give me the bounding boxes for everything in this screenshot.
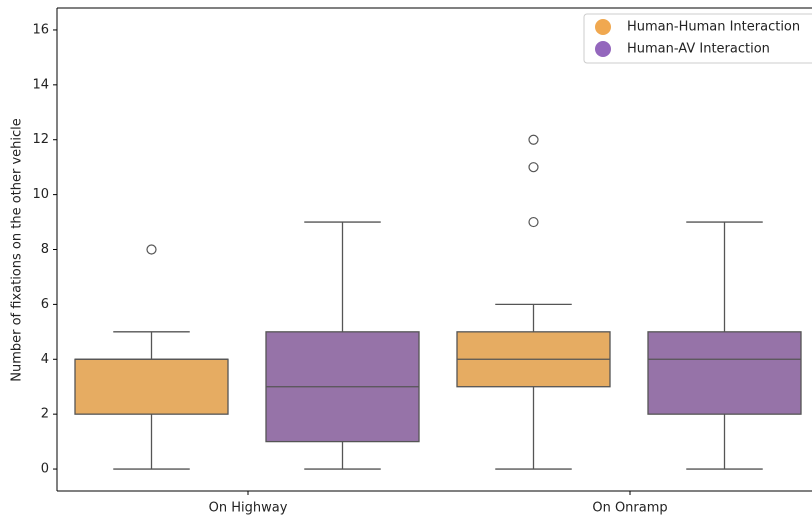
y-tick-label: 0 <box>41 462 49 477</box>
legend-label: Human-Human Interaction <box>627 20 800 35</box>
outlier <box>528 162 539 173</box>
x-tick-label: On Highway <box>209 501 288 516</box>
outlier <box>528 134 539 145</box>
y-axis-label: Number of fixations on the other vehicle <box>10 118 25 382</box>
legend-marker <box>595 41 611 57</box>
legend-label: Human-AV Interaction <box>627 42 770 57</box>
y-tick-label: 2 <box>41 407 49 422</box>
y-tick-label: 6 <box>41 297 49 312</box>
box <box>74 358 229 415</box>
y-tick-label: 8 <box>41 242 49 257</box>
box <box>647 331 802 415</box>
y-tick-label: 4 <box>41 352 49 367</box>
y-tick-label: 16 <box>32 22 49 37</box>
legend-box <box>583 13 812 64</box>
outlier <box>528 216 539 228</box>
x-tick-label: On Onramp <box>592 501 667 516</box>
y-tick-label: 12 <box>32 132 49 147</box>
outlier <box>146 244 157 255</box>
y-tick-label: 14 <box>32 77 49 92</box>
y-tick-label: 10 <box>32 187 49 202</box>
legend-marker <box>595 19 611 35</box>
